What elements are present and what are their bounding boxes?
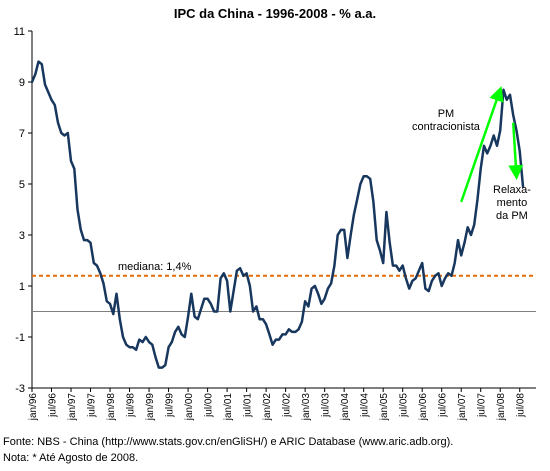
x-tick-label: jul/06 bbox=[438, 393, 449, 418]
x-tick-label: jul/97 bbox=[87, 393, 98, 418]
annotation-arrow bbox=[460, 86, 504, 203]
x-tick-label: jan/04 bbox=[340, 393, 351, 422]
y-tick-label: 9 bbox=[19, 77, 25, 89]
x-tick-label: jan/05 bbox=[379, 393, 390, 422]
x-tick-label: jan/02 bbox=[262, 393, 273, 422]
y-tick-label: 5 bbox=[19, 179, 25, 191]
annotation-line: PM bbox=[437, 108, 455, 120]
median-label: mediana: 1,4% bbox=[118, 261, 192, 273]
y-tick-label: -1 bbox=[15, 332, 25, 344]
cpi-series-line bbox=[30, 60, 525, 369]
x-tick-label: jan/99 bbox=[145, 393, 156, 422]
annotation-line: contracionista bbox=[412, 121, 480, 133]
annotation-line: Relaxa- bbox=[493, 184, 531, 196]
x-tick-label: jul/02 bbox=[282, 393, 293, 418]
x-tick-label: jul/01 bbox=[243, 393, 254, 418]
annotation-arrow bbox=[508, 122, 524, 181]
chart-title: IPC da China - 1996-2008 - % a.a. bbox=[173, 6, 377, 21]
y-tick-label: 7 bbox=[19, 128, 25, 140]
x-tick-label: jan/00 bbox=[184, 393, 195, 422]
annotation-line: mento bbox=[496, 197, 528, 209]
annotation-pm-contracionista: PM contracionista bbox=[412, 108, 480, 134]
x-tick-label: jul/08 bbox=[516, 393, 527, 418]
x-tick-label: jul/98 bbox=[126, 393, 137, 418]
y-tick-label: -3 bbox=[15, 383, 25, 395]
x-tick-label: jan/03 bbox=[301, 393, 312, 422]
x-tick-label: jul/05 bbox=[399, 393, 410, 418]
x-tick-label: jan/06 bbox=[418, 393, 429, 422]
x-tick-label: jul/96 bbox=[48, 393, 59, 418]
x-tick-label: jan/08 bbox=[496, 393, 507, 422]
x-tick-label: jul/04 bbox=[360, 393, 371, 418]
x-tick-label: jul/00 bbox=[204, 393, 215, 418]
x-tick-label: jan/07 bbox=[457, 393, 468, 422]
source-footnote: Fonte: NBS - China (http://www.stats.gov… bbox=[3, 436, 454, 448]
x-tick-label: jan/98 bbox=[106, 393, 117, 422]
x-tick-label: jan/01 bbox=[223, 393, 234, 422]
x-tick-label: jan/96 bbox=[28, 393, 39, 422]
annotation-relaxamento: Relaxa- mento da PM bbox=[493, 184, 531, 223]
x-tick-label: jul/07 bbox=[477, 393, 488, 418]
y-tick-label: 1 bbox=[19, 281, 25, 293]
y-tick-label: 11 bbox=[14, 26, 25, 38]
x-tick-label: jul/03 bbox=[321, 393, 332, 418]
y-tick-label: 3 bbox=[19, 230, 25, 242]
annotation-line: da PM bbox=[496, 210, 528, 222]
note-footnote: Nota: * Até Agosto de 2008. bbox=[3, 452, 139, 464]
x-tick-label: jan/97 bbox=[67, 393, 78, 422]
x-tick-label: jul/99 bbox=[165, 393, 176, 418]
